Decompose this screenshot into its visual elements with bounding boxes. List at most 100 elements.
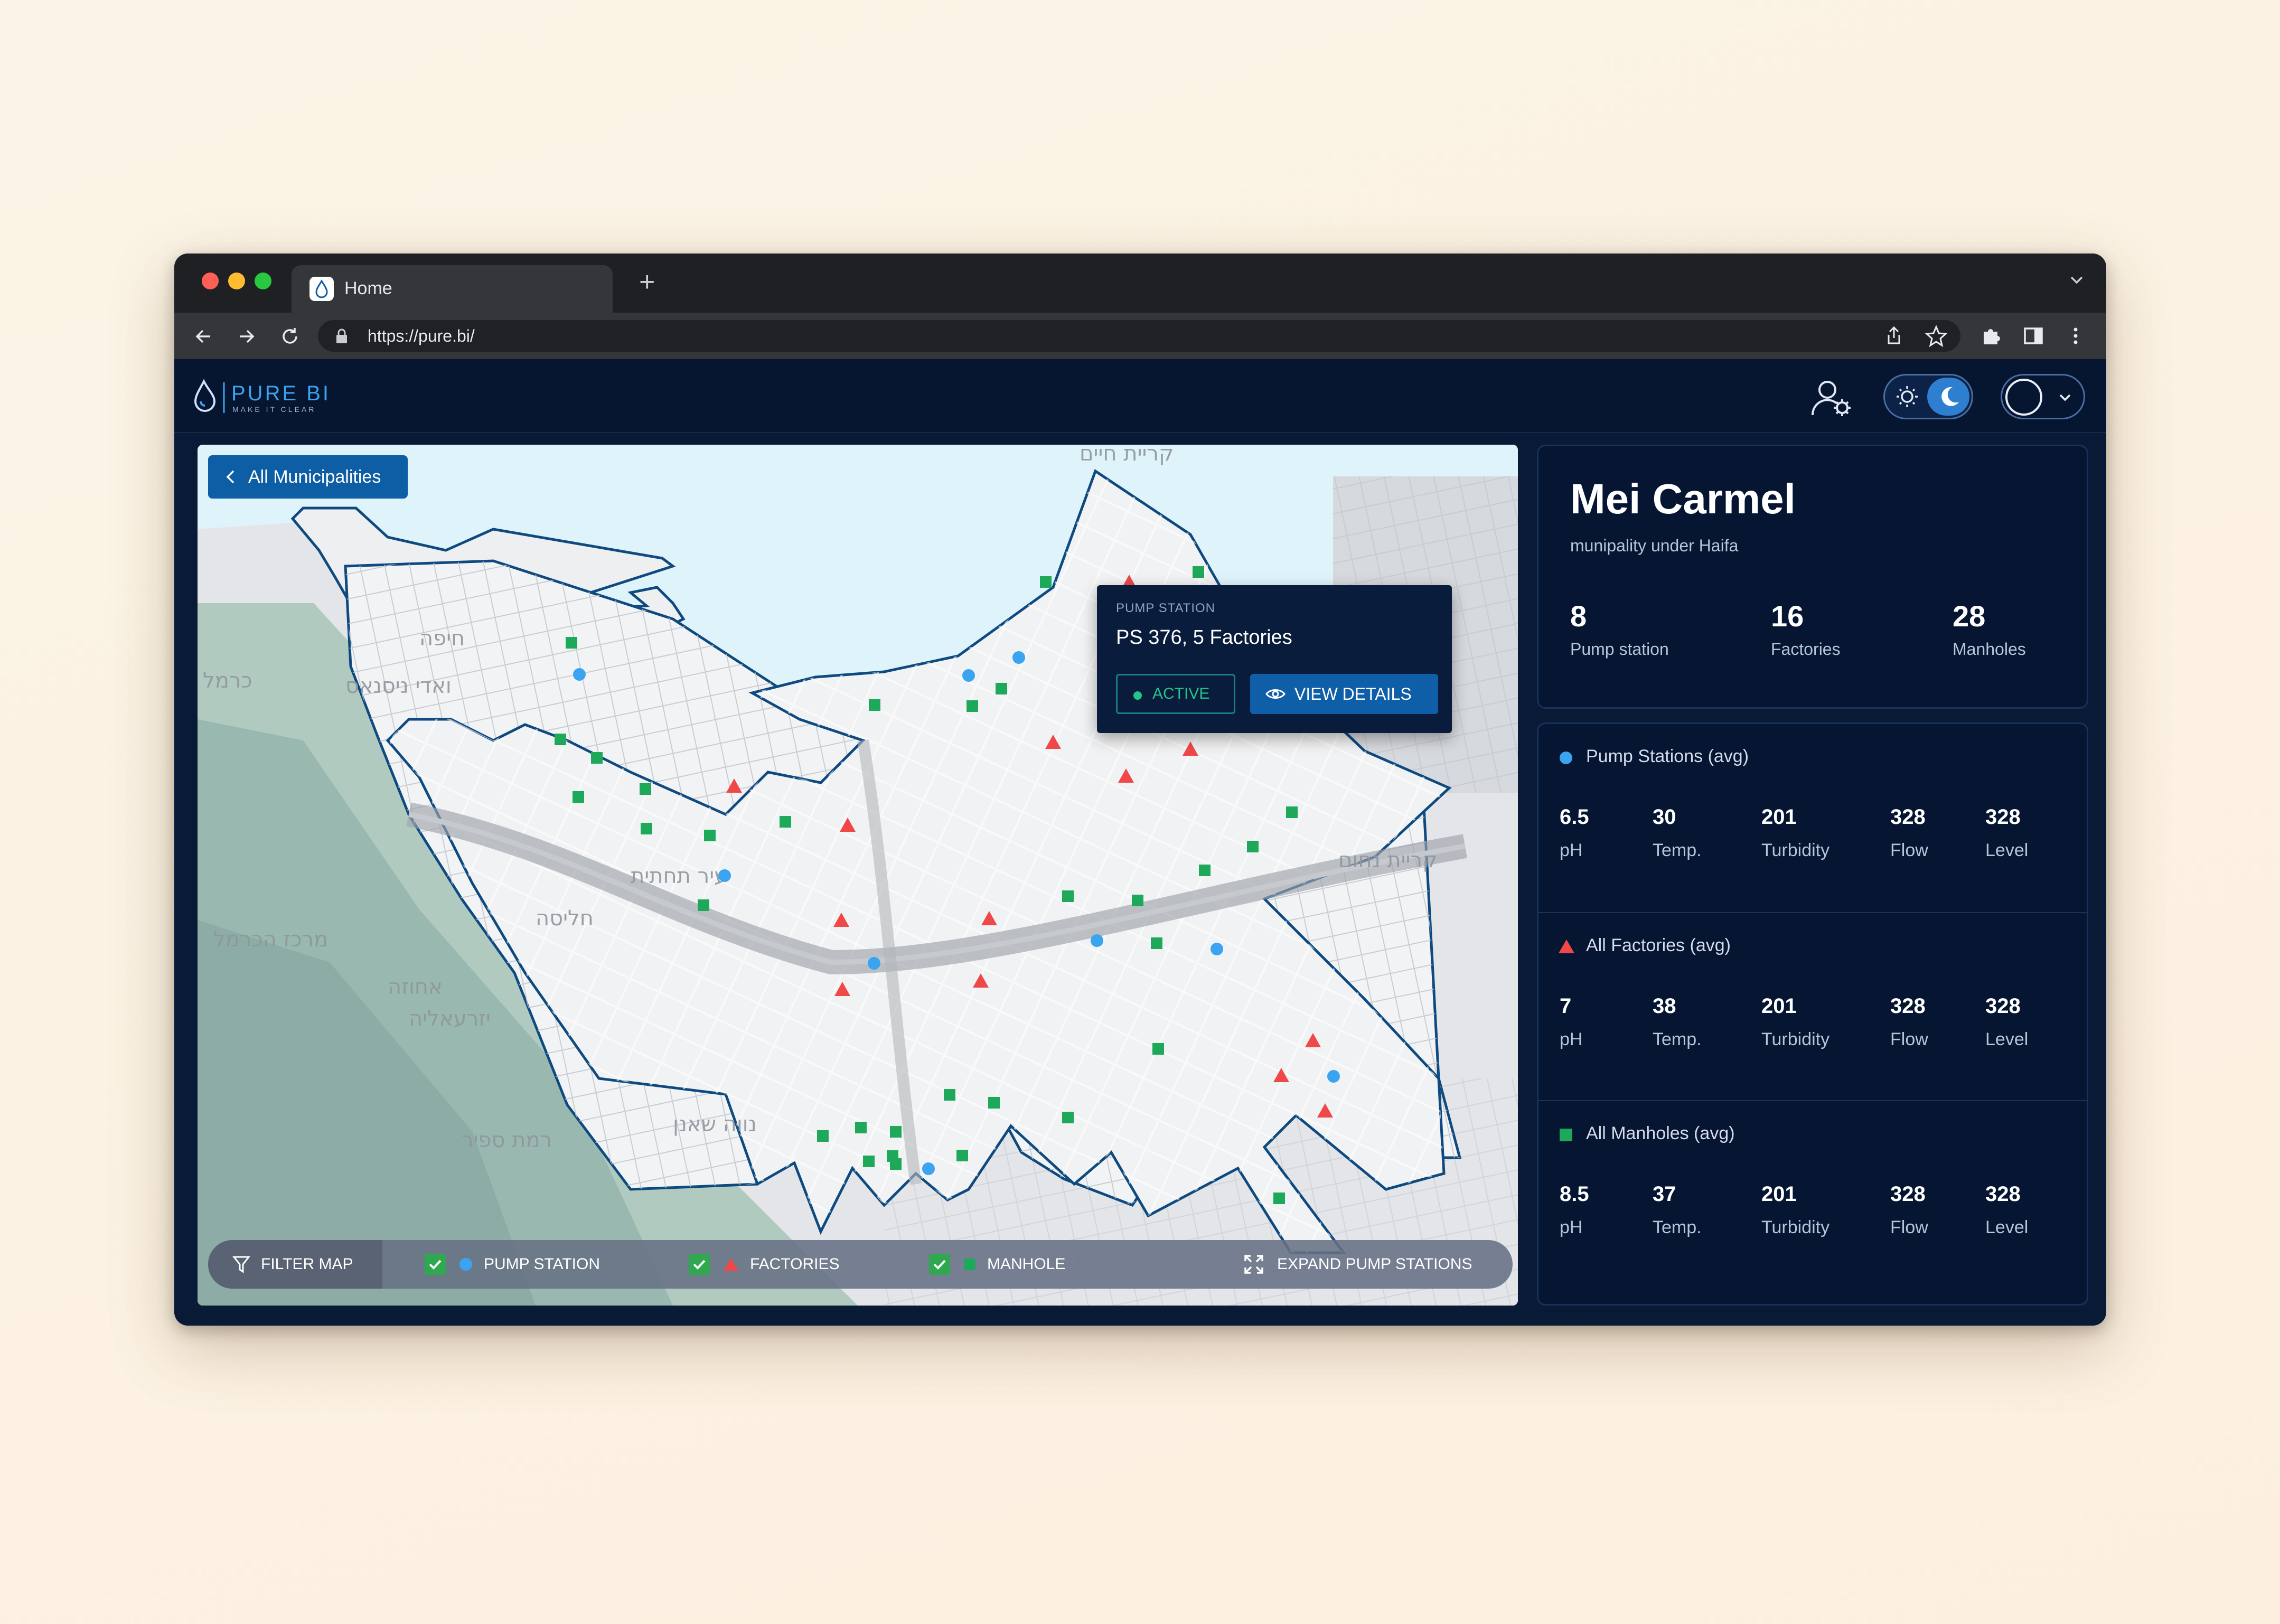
manhole-marker[interactable]	[1199, 865, 1211, 876]
factory-marker[interactable]	[1273, 1068, 1289, 1082]
factory-marker[interactable]	[1118, 768, 1134, 783]
pump-station-marker[interactable]	[1091, 934, 1103, 947]
factory-marker[interactable]	[1183, 741, 1198, 756]
expand-icon	[1243, 1254, 1264, 1275]
avatar[interactable]	[2005, 379, 2042, 416]
kpi-factories: 16 Factories	[1771, 599, 1841, 659]
factory-marker[interactable]	[1305, 1033, 1321, 1047]
manhole-marker[interactable]	[1273, 1193, 1285, 1204]
new-tab-button[interactable]: +	[639, 267, 655, 297]
manhole-marker[interactable]	[555, 734, 566, 745]
manhole-marker[interactable]	[863, 1156, 875, 1167]
manhole-marker[interactable]	[573, 791, 584, 803]
kpi-value: 8	[1570, 599, 1587, 633]
forward-arrow-icon[interactable]	[236, 325, 258, 348]
metric-label: Level	[1985, 840, 2029, 860]
tab-home[interactable]: Home	[292, 265, 613, 313]
manhole-filter[interactable]: MANHOLE	[929, 1240, 1065, 1289]
manhole-marker[interactable]	[780, 816, 791, 828]
expand-pump-stations-button[interactable]: EXPAND PUMP STATIONS	[1243, 1240, 1472, 1289]
pump-station-marker[interactable]	[962, 669, 975, 682]
url-field[interactable]: https://pure.bi/	[318, 320, 1960, 352]
manhole-square-icon	[964, 1259, 975, 1270]
factory-marker[interactable]	[981, 911, 997, 925]
metric-value: 38	[1653, 994, 1676, 1018]
minimize-window-button[interactable]	[228, 273, 245, 289]
kebab-menu-icon[interactable]	[2064, 324, 2087, 348]
manhole-marker[interactable]	[641, 823, 652, 834]
bookmark-star-icon[interactable]	[1925, 324, 1948, 348]
manhole-checkbox[interactable]	[929, 1254, 950, 1275]
metric-temp: 30 Temp.	[1653, 804, 1702, 861]
pump-station-filter[interactable]: PUMP STATION	[425, 1240, 600, 1289]
pure-bi-logo[interactable]: PURE BI MAKE IT CLEAR	[193, 378, 357, 416]
view-details-button[interactable]: VIEW DETAILS	[1250, 674, 1438, 714]
factory-marker[interactable]	[833, 913, 849, 927]
place-label: יזרעאליה	[409, 1007, 491, 1031]
manhole-marker[interactable]	[1286, 806, 1298, 818]
manhole-marker[interactable]	[967, 700, 978, 712]
factories-filter[interactable]: FACTORIES	[689, 1240, 839, 1289]
all-municipalities-button[interactable]: All Municipalities	[208, 455, 408, 499]
map-canvas[interactable]: חיפה כרמל ואדי ניסנאס עיר תחתית קריית חי…	[198, 445, 1518, 1306]
manhole-marker[interactable]	[887, 1150, 898, 1162]
place-label: קריית חיים	[1080, 445, 1174, 466]
metric-flow: 328 Flow	[1890, 993, 1928, 1050]
manhole-marker[interactable]	[855, 1122, 867, 1133]
manhole-marker[interactable]	[996, 683, 1007, 694]
factory-marker[interactable]	[834, 982, 850, 996]
manhole-marker[interactable]	[640, 783, 651, 795]
manhole-marker[interactable]	[988, 1097, 1000, 1109]
manhole-marker[interactable]	[698, 899, 709, 911]
manhole-marker[interactable]	[944, 1089, 955, 1101]
factory-marker[interactable]	[840, 818, 856, 832]
pump-station-marker[interactable]	[1012, 651, 1025, 664]
theme-toggle[interactable]	[1883, 374, 1973, 419]
place-label: קריית נחום	[1338, 848, 1437, 872]
extensions-puzzle-icon[interactable]	[1979, 324, 2003, 348]
manhole-marker[interactable]	[1151, 937, 1162, 949]
back-arrow-icon[interactable]	[192, 325, 214, 348]
manhole-marker[interactable]	[890, 1126, 902, 1138]
close-window-button[interactable]	[202, 273, 219, 289]
manhole-marker[interactable]	[1132, 895, 1143, 906]
chevron-down-icon[interactable]	[2056, 388, 2074, 406]
factory-marker[interactable]	[726, 778, 742, 793]
filter-map-button[interactable]: FILTER MAP	[208, 1240, 382, 1289]
manhole-marker[interactable]	[869, 699, 880, 711]
municipality-map[interactable]: חיפה כרמל ואדי ניסנאס עיר תחתית קריית חי…	[198, 445, 1518, 1306]
metric-label: Flow	[1890, 1217, 1928, 1237]
metric-value: 328	[1985, 1182, 2021, 1206]
moon-icon[interactable]	[1927, 378, 1969, 416]
manhole-marker[interactable]	[566, 637, 577, 649]
pump-station-marker[interactable]	[868, 957, 880, 970]
manhole-marker[interactable]	[1152, 1043, 1164, 1055]
pump-station-marker[interactable]	[922, 1162, 935, 1175]
factory-marker[interactable]	[1045, 735, 1061, 749]
manhole-marker[interactable]	[1062, 1112, 1074, 1123]
chevron-down-icon[interactable]	[2066, 269, 2087, 290]
side-panel-icon[interactable]	[2022, 324, 2045, 348]
manhole-marker[interactable]	[1247, 841, 1259, 852]
sun-icon[interactable]	[1887, 378, 1927, 416]
maximize-window-button[interactable]	[255, 273, 271, 289]
manhole-marker[interactable]	[1193, 566, 1204, 578]
pump-station-marker[interactable]	[1327, 1070, 1340, 1083]
share-icon[interactable]	[1882, 324, 1906, 348]
manhole-marker[interactable]	[704, 830, 716, 841]
pump-station-checkbox[interactable]	[425, 1254, 446, 1275]
reload-icon[interactable]	[279, 325, 301, 348]
user-settings-icon[interactable]	[1809, 375, 1855, 420]
manhole-marker[interactable]	[817, 1130, 829, 1142]
factories-checkbox[interactable]	[689, 1254, 710, 1275]
pump-station-marker[interactable]	[718, 869, 731, 882]
factory-marker[interactable]	[973, 973, 989, 988]
profile-menu[interactable]	[2001, 374, 2085, 419]
manhole-marker[interactable]	[956, 1150, 968, 1161]
manhole-marker[interactable]	[1040, 576, 1052, 588]
manhole-marker[interactable]	[591, 752, 603, 764]
manhole-marker[interactable]	[1062, 890, 1074, 902]
pump-station-marker[interactable]	[1211, 943, 1223, 955]
pump-station-marker[interactable]	[573, 668, 586, 681]
factory-marker[interactable]	[1317, 1103, 1333, 1118]
